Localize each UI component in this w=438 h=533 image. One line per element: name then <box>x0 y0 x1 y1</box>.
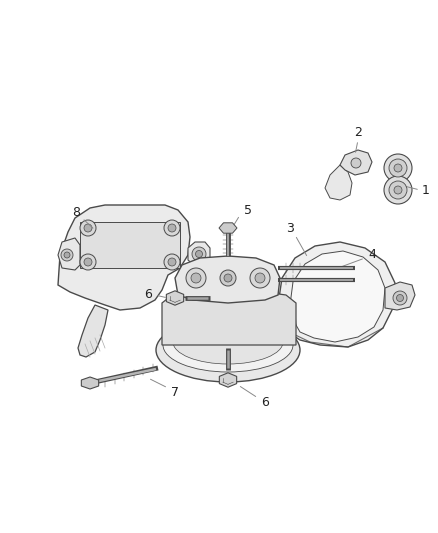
Polygon shape <box>340 150 372 175</box>
Text: 8: 8 <box>72 206 80 219</box>
Ellipse shape <box>61 249 73 261</box>
Polygon shape <box>78 305 108 357</box>
Polygon shape <box>219 223 237 233</box>
Ellipse shape <box>84 258 92 266</box>
Polygon shape <box>325 165 352 200</box>
Ellipse shape <box>351 158 361 168</box>
Ellipse shape <box>173 320 283 364</box>
Ellipse shape <box>394 186 402 194</box>
Polygon shape <box>81 377 99 389</box>
Ellipse shape <box>393 291 407 305</box>
Ellipse shape <box>164 254 180 270</box>
Ellipse shape <box>389 181 407 199</box>
Ellipse shape <box>384 154 412 182</box>
Ellipse shape <box>168 224 176 232</box>
Ellipse shape <box>80 254 96 270</box>
Polygon shape <box>58 205 190 310</box>
Polygon shape <box>278 242 395 347</box>
Text: 3: 3 <box>286 222 294 235</box>
Ellipse shape <box>163 318 293 372</box>
Text: 6: 6 <box>144 288 152 302</box>
Polygon shape <box>290 251 385 342</box>
Text: 7: 7 <box>171 385 179 399</box>
Ellipse shape <box>394 164 402 172</box>
Ellipse shape <box>195 251 202 257</box>
Polygon shape <box>175 256 280 303</box>
Ellipse shape <box>84 224 92 232</box>
Text: 1: 1 <box>422 183 430 197</box>
Text: 2: 2 <box>354 126 362 140</box>
Ellipse shape <box>224 274 232 282</box>
Ellipse shape <box>156 318 300 382</box>
Ellipse shape <box>389 159 407 177</box>
Polygon shape <box>166 291 184 305</box>
Ellipse shape <box>384 176 412 204</box>
Text: 4: 4 <box>368 248 376 262</box>
Polygon shape <box>58 238 80 270</box>
Ellipse shape <box>192 247 206 261</box>
Ellipse shape <box>164 220 180 236</box>
Ellipse shape <box>168 258 176 266</box>
Text: 6: 6 <box>261 395 269 408</box>
Ellipse shape <box>80 220 96 236</box>
Ellipse shape <box>191 273 201 283</box>
Polygon shape <box>162 287 296 345</box>
Ellipse shape <box>64 252 70 258</box>
Polygon shape <box>188 242 210 266</box>
Ellipse shape <box>186 268 206 288</box>
Ellipse shape <box>250 268 270 288</box>
Polygon shape <box>80 222 180 268</box>
Ellipse shape <box>255 273 265 283</box>
Ellipse shape <box>396 295 403 302</box>
Ellipse shape <box>220 270 236 286</box>
Text: 5: 5 <box>244 205 252 217</box>
Polygon shape <box>385 282 415 310</box>
Polygon shape <box>219 373 237 387</box>
